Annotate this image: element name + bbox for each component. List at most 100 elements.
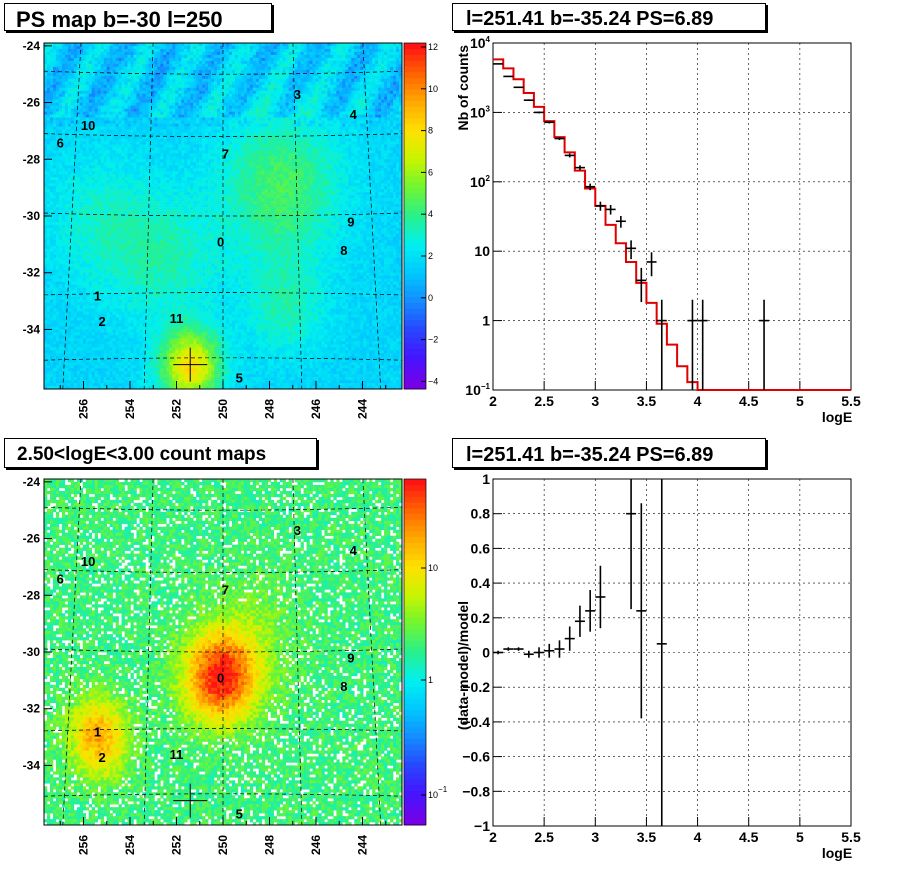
map-pixel: [211, 106, 214, 109]
map-pixel: [214, 141, 217, 144]
map-pixel: [289, 115, 292, 118]
map-pixel: [166, 100, 169, 103]
map-pixel: [223, 79, 226, 82]
map-pixel: [244, 103, 247, 106]
map-pixel: [190, 55, 193, 58]
map-pixel: [244, 100, 247, 103]
map-pixel: [226, 109, 229, 112]
map-pixel: [348, 153, 351, 156]
map-pixel: [283, 144, 286, 147]
map-pixel: [336, 103, 339, 106]
map-pixel: [166, 52, 169, 55]
map-pixel: [310, 64, 313, 67]
map-pixel: [104, 49, 107, 52]
map-pixel: [145, 46, 148, 49]
map-pixel: [375, 88, 378, 91]
map-pixel: [381, 156, 384, 159]
map-pixel: [250, 52, 253, 55]
map-pixel: [384, 138, 387, 141]
map-pixel: [375, 150, 378, 153]
map-pixel: [214, 165, 217, 168]
map-pixel: [131, 156, 134, 159]
map-pixel: [214, 118, 217, 121]
map-pixel: [157, 153, 160, 156]
map-pixel: [256, 64, 259, 67]
map-pixel: [315, 115, 318, 118]
map-pixel: [372, 135, 375, 138]
map-pixel: [298, 147, 301, 150]
map-pixel: [336, 150, 339, 153]
map-pixel: [330, 61, 333, 64]
map-pixel: [381, 135, 384, 138]
map-pixel: [315, 159, 318, 162]
map-pixel: [244, 82, 247, 85]
map-pixel: [122, 124, 125, 127]
map-pixel: [131, 82, 134, 85]
map-pixel: [211, 82, 214, 85]
map-pixel: [250, 127, 253, 130]
map-pixel: [304, 109, 307, 112]
map-pixel: [47, 82, 50, 85]
map-pixel: [166, 49, 169, 52]
map-pixel: [265, 103, 268, 106]
map-pixel: [342, 130, 345, 133]
map-pixel: [375, 46, 378, 49]
map-pixel: [77, 79, 80, 82]
map-pixel: [125, 165, 128, 168]
map-pixel: [307, 147, 310, 150]
map-pixel: [202, 109, 205, 112]
map-pixel: [214, 135, 217, 138]
map-pixel: [369, 52, 372, 55]
map-pixel: [65, 156, 68, 159]
map-pixel: [268, 82, 271, 85]
map-pixel: [238, 76, 241, 79]
map-pixel: [163, 121, 166, 124]
map-pixel: [333, 85, 336, 88]
map-pixel: [151, 138, 154, 141]
map-pixel: [372, 106, 375, 109]
map-pixel: [202, 103, 205, 106]
map-pixel: [157, 70, 160, 73]
map-pixel: [202, 67, 205, 70]
map-pixel: [181, 70, 184, 73]
map-pixel: [304, 79, 307, 82]
map-pixel: [77, 147, 80, 150]
map-pixel: [253, 100, 256, 103]
map-pixel: [136, 138, 139, 141]
map-pixel: [83, 112, 86, 115]
map-pixel: [390, 118, 393, 121]
map-pixel: [136, 118, 139, 121]
map-pixel: [277, 138, 280, 141]
map-pixel: [277, 52, 280, 55]
map-pixel: [136, 58, 139, 61]
map-pixel: [53, 76, 56, 79]
map-pixel: [214, 64, 217, 67]
map-pixel: [107, 103, 110, 106]
map-pixel: [357, 124, 360, 127]
map-pixel: [327, 162, 330, 165]
map-pixel: [217, 61, 220, 64]
map-pixel: [157, 144, 160, 147]
map-pixel: [301, 70, 304, 73]
map-pixel: [196, 100, 199, 103]
map-pixel: [131, 100, 134, 103]
map-pixel: [310, 70, 313, 73]
map-pixel: [68, 94, 71, 97]
map-pixel: [378, 55, 381, 58]
map-pixel: [372, 88, 375, 91]
map-pixel: [283, 97, 286, 100]
map-pixel: [333, 67, 336, 70]
map-pixel: [298, 121, 301, 124]
map-pixel: [381, 147, 384, 150]
map-pixel: [199, 70, 202, 73]
map-pixel: [190, 79, 193, 82]
map-pixel: [139, 49, 142, 52]
map-pixel: [241, 79, 244, 82]
map-pixel: [139, 67, 142, 70]
map-pixel: [357, 100, 360, 103]
map-pixel: [313, 115, 316, 118]
map-pixel: [304, 112, 307, 115]
map-pixel: [166, 97, 169, 100]
map-pixel: [229, 147, 232, 150]
map-pixel: [116, 150, 119, 153]
